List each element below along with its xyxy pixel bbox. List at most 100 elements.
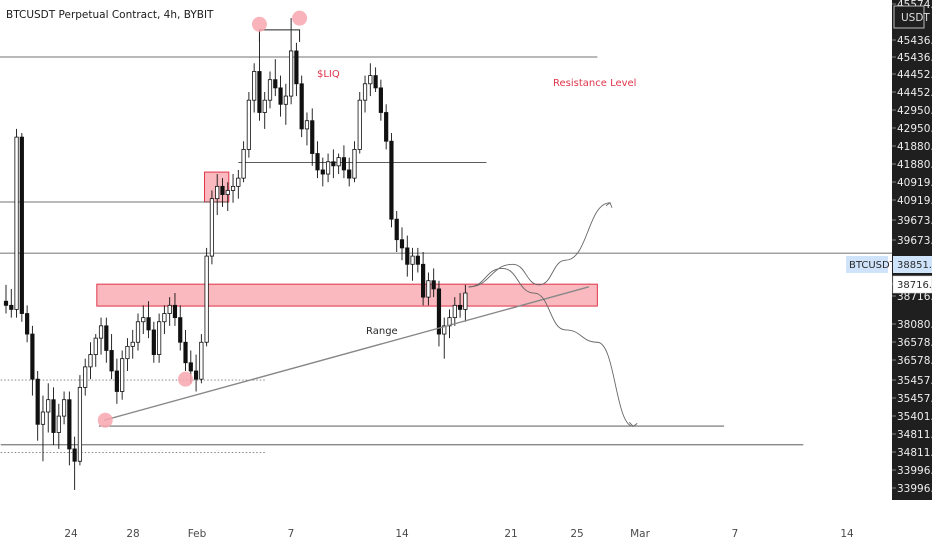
candle-body-25 bbox=[135, 321, 141, 343]
candle-body-85 bbox=[452, 304, 457, 319]
y-tick-label-17: 36578.5 bbox=[897, 355, 932, 367]
candle-body-83 bbox=[442, 325, 447, 335]
candle-body-81 bbox=[431, 280, 436, 290]
candle-body-57 bbox=[304, 120, 310, 130]
zone-0 bbox=[96, 283, 598, 307]
symbol-price-box bbox=[893, 256, 932, 273]
candle-body-42 bbox=[225, 190, 230, 195]
candle-body-44 bbox=[236, 177, 241, 187]
y-tick-label-15: 38080.0 bbox=[897, 319, 932, 331]
candle-body-80 bbox=[426, 280, 431, 298]
candle-body-30 bbox=[162, 313, 167, 323]
candle-body-10 bbox=[56, 415, 61, 433]
y-tick-label-22: 34811.5 bbox=[897, 447, 932, 459]
current-price: 38716.5 bbox=[897, 280, 932, 291]
y-tick-label-18: 35457.0 bbox=[897, 375, 932, 387]
candle-body-36 bbox=[193, 370, 199, 380]
currency-badge[interactable]: USDT bbox=[901, 12, 930, 24]
y-tick-label-5: 42950.0 bbox=[897, 105, 932, 117]
candle-body-54 bbox=[289, 50, 294, 97]
candle-body-82 bbox=[436, 288, 442, 335]
x-tick-label-8: 7 bbox=[732, 528, 739, 540]
candle-body-19 bbox=[104, 325, 109, 351]
liq-label: $LIQ bbox=[317, 69, 340, 80]
candle-body-53 bbox=[283, 95, 288, 105]
symbol-badge: BTCUSDT bbox=[849, 260, 897, 271]
projection-arrow-0 bbox=[605, 202, 613, 208]
candle-body-3 bbox=[19, 136, 24, 314]
candle-body-5 bbox=[30, 333, 35, 380]
y-tick-label-4: 44452.0 bbox=[897, 87, 932, 99]
time-axis[interactable] bbox=[0, 520, 892, 550]
symbol-price: 38851.0 bbox=[897, 260, 932, 271]
candle-body-7 bbox=[40, 411, 46, 425]
currency-badge-box[interactable] bbox=[893, 5, 925, 29]
y-tick-label-12: 39673.0 bbox=[897, 235, 932, 247]
candle-body-29 bbox=[157, 321, 162, 355]
candle-body-40 bbox=[215, 185, 220, 200]
y-tick-label-20: 35401.0 bbox=[897, 411, 932, 423]
y-tick-label-11: 39673.0 bbox=[897, 215, 932, 227]
candle-body-75 bbox=[399, 239, 405, 249]
candle-body-23 bbox=[125, 345, 130, 360]
candle-body-32 bbox=[172, 304, 178, 319]
candle-body-27 bbox=[146, 317, 151, 331]
plot-background bbox=[0, 0, 892, 520]
candle-body-8 bbox=[46, 399, 51, 413]
candle-body-78 bbox=[415, 255, 420, 265]
levels bbox=[0, 56, 915, 453]
candle-body-69 bbox=[368, 75, 373, 85]
candle-body-52 bbox=[278, 87, 283, 105]
candle-body-24 bbox=[130, 341, 135, 347]
candle-body-15 bbox=[83, 366, 88, 388]
candle-body-43 bbox=[230, 185, 236, 191]
candle-body-58 bbox=[310, 120, 315, 154]
current-price-box bbox=[892, 275, 932, 294]
x-tick-label-1: 28 bbox=[126, 528, 139, 540]
candle-body-64 bbox=[341, 157, 347, 171]
range-trendline bbox=[104, 286, 590, 421]
candle-body-59 bbox=[315, 153, 320, 171]
highlight-circle-1 bbox=[178, 371, 194, 387]
candle-body-50 bbox=[267, 79, 273, 101]
candle-body-49 bbox=[262, 99, 267, 113]
candle-body-76 bbox=[405, 247, 410, 265]
price-axis[interactable] bbox=[892, 0, 932, 500]
candle-body-12 bbox=[67, 399, 72, 450]
candle-body-73 bbox=[389, 140, 394, 220]
candle-body-37 bbox=[199, 341, 204, 380]
candle-body-86 bbox=[457, 304, 463, 310]
y-tick-label-24: 33996.5 bbox=[897, 483, 932, 495]
x-tick-label-6: 25 bbox=[570, 528, 583, 540]
candle-body-62 bbox=[331, 161, 336, 167]
y-tick-label-8: 41880.0 bbox=[897, 159, 932, 171]
y-tick-label-7: 41880.0 bbox=[897, 141, 932, 153]
projection-arrow-1 bbox=[628, 422, 638, 427]
candle-body-71 bbox=[378, 87, 383, 113]
candle-body-31 bbox=[167, 304, 172, 314]
candle-body-72 bbox=[384, 112, 389, 142]
candle-body-28 bbox=[151, 329, 156, 355]
y-tick-label-1: 45436.5 bbox=[897, 35, 932, 47]
candle-body-6 bbox=[35, 378, 40, 425]
candle-body-18 bbox=[98, 325, 104, 339]
range-label: Range bbox=[366, 326, 398, 337]
x-tick-label-9: 14 bbox=[840, 528, 854, 540]
y-tick-label-3: 44452.0 bbox=[897, 69, 932, 81]
candle-body-17 bbox=[93, 337, 98, 355]
candle-body-87 bbox=[463, 292, 468, 310]
candle-body-68 bbox=[362, 83, 368, 101]
candle-body-60 bbox=[320, 169, 325, 175]
candle-body-14 bbox=[77, 386, 83, 462]
candle-body-79 bbox=[421, 263, 426, 298]
candle-body-39 bbox=[209, 198, 215, 257]
candle-body-41 bbox=[220, 185, 225, 195]
candle-body-2 bbox=[14, 136, 19, 310]
candle-body-74 bbox=[394, 218, 399, 241]
resistance-label: Resistance Level bbox=[553, 78, 636, 89]
candle-body-63 bbox=[336, 157, 341, 167]
x-tick-label-4: 14 bbox=[395, 528, 409, 540]
projection-path-1 bbox=[468, 267, 634, 427]
x-tick-label-3: 7 bbox=[288, 528, 295, 540]
